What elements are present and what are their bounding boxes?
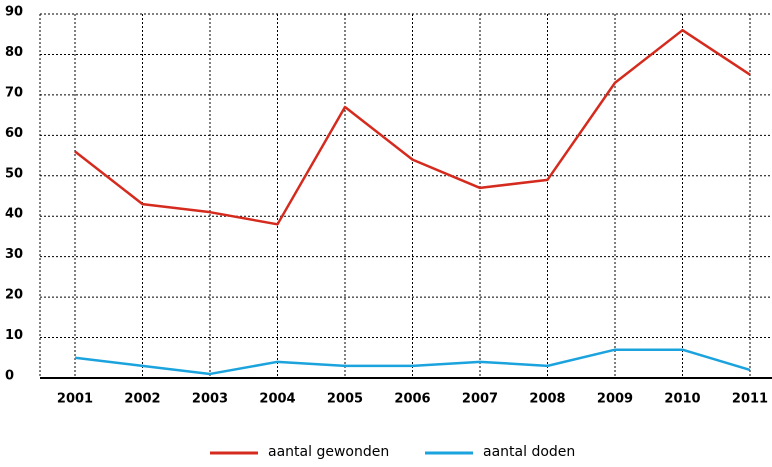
y-tick-label: 30 (5, 247, 23, 262)
y-tick-label: 90 (5, 5, 23, 20)
y-tick-label: 0 (5, 369, 14, 384)
x-tick-label: 2003 (192, 392, 228, 407)
y-tick-label: 70 (5, 85, 23, 100)
series-line (74, 348, 751, 376)
y-tick-label: 20 (5, 288, 23, 303)
y-tick-label: 40 (5, 207, 23, 222)
x-tick-label: 2006 (394, 392, 430, 407)
x-tick-label: 2010 (664, 392, 700, 407)
x-tick-label: 2008 (529, 392, 565, 407)
legend-label: aantal gewonden (268, 444, 389, 460)
x-tick-label: 2001 (57, 392, 93, 407)
x-tick-label: 2004 (259, 392, 295, 407)
y-tick-label: 50 (5, 166, 23, 181)
series-line (74, 28, 751, 226)
y-tick-label: 10 (5, 328, 23, 343)
x-tick-label: 2002 (124, 392, 160, 407)
x-tick-label: 2005 (327, 392, 363, 407)
x-tick-label: 2011 (732, 392, 768, 407)
x-tick-label: 2009 (597, 392, 633, 407)
legend-label: aantal doden (483, 444, 575, 460)
x-tick-label: 2007 (462, 392, 498, 407)
y-tick-label: 80 (5, 45, 23, 60)
y-tick-label: 60 (5, 126, 23, 141)
